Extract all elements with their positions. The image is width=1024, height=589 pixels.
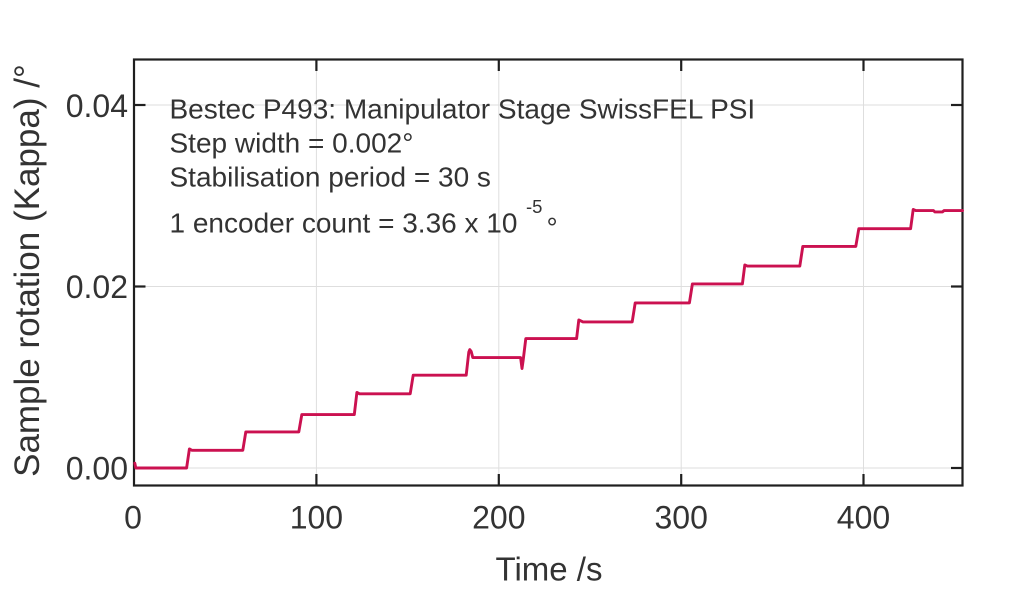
svg-text:200: 200 <box>472 500 525 536</box>
svg-text:Stabilisation period = 30 s: Stabilisation period = 30 s <box>170 162 491 193</box>
svg-text:1 encoder count = 3.36 x 10-5°: 1 encoder count = 3.36 x 10-5° <box>170 196 558 243</box>
svg-text:300: 300 <box>655 500 708 536</box>
svg-text:Sample rotation (Kappa) /°: Sample rotation (Kappa) /° <box>8 64 47 477</box>
svg-text:0.00: 0.00 <box>66 451 128 487</box>
svg-text:400: 400 <box>837 500 890 536</box>
svg-text:0: 0 <box>124 500 142 536</box>
svg-text:0.02: 0.02 <box>66 269 128 305</box>
svg-text:Bestec P493: Manipulator Stage: Bestec P493: Manipulator Stage SwissFEL … <box>170 94 756 125</box>
svg-text:Step width = 0.002°: Step width = 0.002° <box>170 128 414 159</box>
svg-text:Time /s: Time /s <box>496 551 603 588</box>
svg-text:0.04: 0.04 <box>66 88 128 124</box>
svg-text:100: 100 <box>290 500 343 536</box>
